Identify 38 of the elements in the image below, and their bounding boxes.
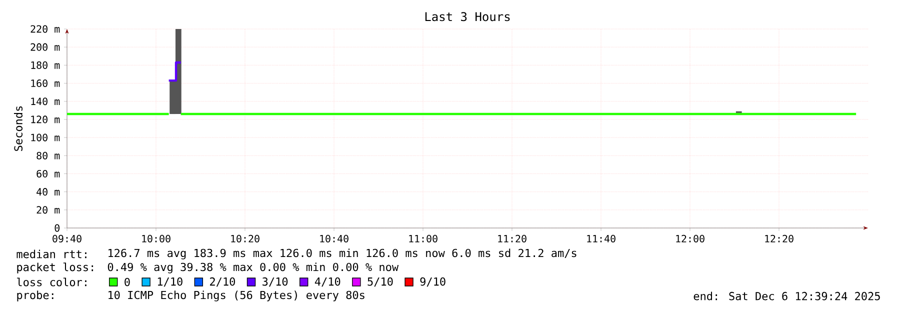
text: probe:	[17, 290, 54, 302]
y-tick-label: 220 m	[30, 25, 60, 33]
y-tick-label: 60 m	[36, 170, 60, 178]
y-tick-label: 20 m	[36, 206, 60, 214]
x-tick-label: 10:00	[142, 234, 170, 242]
legend-label: 5/10	[368, 277, 393, 287]
legend-title: loss color:	[17, 278, 86, 286]
legend-label: 0	[124, 278, 130, 286]
text: end: Sat Dec 6 12:39:24 2025	[694, 292, 880, 300]
x-tick-label: 10:40	[320, 234, 348, 242]
legend-label: 1/10	[158, 277, 182, 287]
chart-title: Last 3 Hours	[425, 12, 510, 22]
legend-label: 2/10	[210, 277, 235, 287]
legend-label: 9/10	[420, 277, 446, 287]
x-tick-label: 10:20	[231, 234, 260, 242]
y-tick-label: 200 m	[30, 43, 60, 51]
text: median rtt:	[16, 250, 86, 258]
x-tick-label: 11:20	[498, 234, 526, 242]
x-tick-label: 12:20	[765, 234, 794, 242]
y-tick-label: 180 m	[31, 61, 60, 69]
y-tick-label: 160 m	[31, 79, 60, 88]
y-tick-label: 120 m	[31, 116, 60, 124]
text: 126.7 ms avg 183.9 ms max 126.0 ms min 126.0 ms now 6.0 ms sd 21.2 am/s	[108, 248, 576, 260]
text: 0.49 % avg 39.38 % max 0.00 % min 0.00 % now	[108, 262, 399, 274]
text: packet loss:	[17, 262, 94, 274]
text: 10 ICMP Echo Pings (56 Bytes) every 80s	[108, 290, 364, 302]
legend-label: 3/10	[262, 277, 288, 287]
legend-label: 4/10	[314, 277, 340, 287]
x-tick-label: 12:00	[676, 234, 704, 242]
y-tick-label: 140 m	[31, 98, 60, 106]
y-axis-title: Seconds	[14, 106, 23, 151]
y-tick-label: 0	[54, 224, 60, 232]
y-tick-label: 100 m	[31, 134, 60, 142]
x-tick-label: 11:40	[587, 234, 616, 242]
y-tick-label: 80 m	[36, 152, 60, 160]
y-tick-label: 40 m	[36, 188, 60, 196]
x-tick-label: 11:00	[409, 234, 438, 242]
x-tick-label: 09:40	[52, 234, 82, 242]
